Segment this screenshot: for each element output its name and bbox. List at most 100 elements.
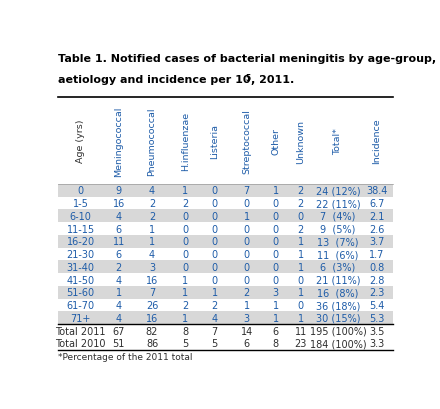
Text: 1: 1	[298, 249, 304, 259]
Text: 0: 0	[272, 237, 279, 247]
Text: 2: 2	[149, 211, 155, 221]
Text: Streptococcal: Streptococcal	[242, 109, 251, 173]
Text: 2: 2	[243, 288, 250, 298]
Text: 4: 4	[149, 186, 155, 196]
Text: 0: 0	[182, 237, 188, 247]
Text: 6: 6	[116, 224, 122, 234]
Text: 67: 67	[113, 326, 125, 336]
Text: 0: 0	[243, 237, 249, 247]
Text: 16: 16	[146, 275, 158, 285]
Text: Table 1. Notified cases of bacterial meningitis by age-group,: Table 1. Notified cases of bacterial men…	[59, 54, 436, 64]
Text: 0: 0	[182, 249, 188, 259]
Text: 1: 1	[116, 288, 122, 298]
Text: 82: 82	[146, 326, 158, 336]
Text: 0: 0	[77, 186, 84, 196]
Text: 2: 2	[297, 186, 304, 196]
Text: Unknown: Unknown	[296, 119, 305, 163]
Text: 2.8: 2.8	[369, 275, 385, 285]
Text: 6.7: 6.7	[369, 199, 385, 209]
Bar	[59, 235, 392, 248]
Text: 5: 5	[182, 339, 188, 348]
Text: 7  (4%): 7 (4%)	[320, 211, 356, 221]
Bar	[59, 210, 392, 222]
Text: 4: 4	[116, 313, 122, 323]
Text: 2: 2	[212, 300, 218, 310]
Text: 2.1: 2.1	[369, 211, 385, 221]
Text: 6: 6	[272, 326, 279, 336]
Text: *Percentage of the 2011 total: *Percentage of the 2011 total	[59, 353, 193, 361]
Text: aetiology and incidence per 10: aetiology and incidence per 10	[59, 75, 251, 85]
Text: 11  (6%): 11 (6%)	[317, 249, 359, 259]
Text: 0: 0	[298, 275, 304, 285]
Text: 31-40: 31-40	[66, 262, 95, 272]
Text: 16  (8%): 16 (8%)	[317, 288, 359, 298]
Text: , 2011.: , 2011.	[251, 75, 295, 85]
Text: Age (yrs): Age (yrs)	[76, 119, 85, 163]
Text: 3.5: 3.5	[369, 326, 385, 336]
Text: 0: 0	[272, 249, 279, 259]
Text: 1: 1	[182, 186, 188, 196]
Text: 0: 0	[243, 262, 249, 272]
Text: 14: 14	[240, 326, 253, 336]
Text: 6  (3%): 6 (3%)	[320, 262, 356, 272]
Text: 71+: 71+	[70, 313, 91, 323]
Text: Total*: Total*	[334, 128, 343, 155]
Text: 9  (5%): 9 (5%)	[320, 224, 356, 234]
Text: 0: 0	[272, 211, 279, 221]
Text: Listeria: Listeria	[210, 124, 219, 159]
Text: 0: 0	[212, 224, 218, 234]
Text: Pneumococcal: Pneumococcal	[147, 107, 157, 175]
Text: 2: 2	[182, 300, 188, 310]
Text: 1: 1	[212, 288, 218, 298]
Text: 24 (12%): 24 (12%)	[316, 186, 360, 196]
Text: 0: 0	[182, 262, 188, 272]
Bar	[59, 286, 392, 299]
Text: 1: 1	[272, 313, 279, 323]
Text: 6: 6	[116, 249, 122, 259]
Bar	[59, 184, 392, 197]
Text: 6-10: 6-10	[70, 211, 92, 221]
Bar	[59, 312, 392, 324]
Text: 26: 26	[146, 300, 158, 310]
Text: 0: 0	[298, 300, 304, 310]
Text: 1-5: 1-5	[73, 199, 88, 209]
Text: Meningococcal: Meningococcal	[114, 106, 123, 176]
Text: 2.6: 2.6	[369, 224, 385, 234]
Text: 0: 0	[243, 224, 249, 234]
Text: 9: 9	[116, 186, 122, 196]
Text: 0: 0	[212, 199, 218, 209]
Text: 41-50: 41-50	[66, 275, 95, 285]
Text: 4: 4	[212, 313, 218, 323]
Text: 1: 1	[149, 237, 155, 247]
Text: 195 (100%): 195 (100%)	[310, 326, 367, 336]
Text: 23: 23	[294, 339, 307, 348]
Text: 11: 11	[113, 237, 125, 247]
Text: 1: 1	[298, 313, 304, 323]
Text: 16-20: 16-20	[66, 237, 95, 247]
Text: 7: 7	[243, 186, 250, 196]
Text: 13  (7%): 13 (7%)	[317, 237, 359, 247]
Text: 5: 5	[245, 74, 250, 83]
Text: 0: 0	[243, 275, 249, 285]
Text: 1: 1	[182, 288, 188, 298]
Bar	[59, 261, 392, 274]
Text: 21-30: 21-30	[66, 249, 95, 259]
Text: 7: 7	[212, 326, 218, 336]
Text: 2.3: 2.3	[369, 288, 385, 298]
Text: 11-15: 11-15	[66, 224, 95, 234]
Text: 0: 0	[212, 262, 218, 272]
Text: 16: 16	[113, 199, 125, 209]
Text: 0: 0	[243, 249, 249, 259]
Text: 5.4: 5.4	[369, 300, 385, 310]
Text: 3.7: 3.7	[369, 237, 385, 247]
Text: 21 (11%): 21 (11%)	[316, 275, 360, 285]
Text: 2: 2	[182, 199, 188, 209]
Text: 4: 4	[116, 275, 122, 285]
Text: 51-60: 51-60	[66, 288, 95, 298]
Text: 1: 1	[298, 288, 304, 298]
Text: 0: 0	[272, 199, 279, 209]
Text: 1: 1	[182, 313, 188, 323]
Text: 0: 0	[298, 211, 304, 221]
Text: 4: 4	[116, 300, 122, 310]
Text: 0: 0	[182, 224, 188, 234]
